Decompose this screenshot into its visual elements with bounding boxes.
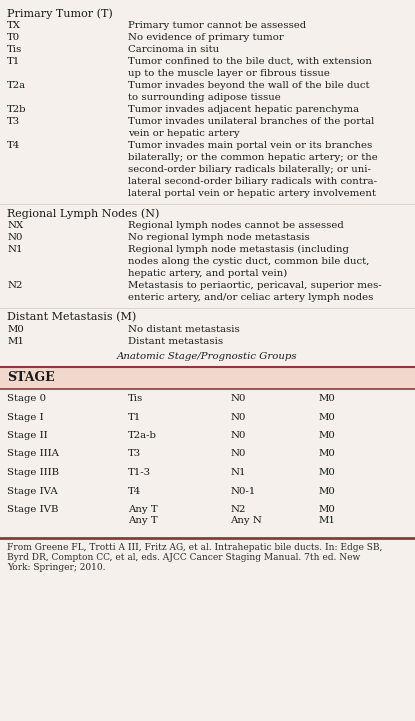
Text: second-order biliary radicals bilaterally; or uni-: second-order biliary radicals bilaterall… [128,165,371,174]
Text: Stage IIIA: Stage IIIA [7,449,59,459]
Text: lateral portal vein or hepatic artery involvement: lateral portal vein or hepatic artery in… [128,189,376,198]
Text: Distant Metastasis (M): Distant Metastasis (M) [7,312,136,322]
Text: hepatic artery, and portal vein): hepatic artery, and portal vein) [128,269,287,278]
Text: No evidence of primary tumor: No evidence of primary tumor [128,33,284,42]
Text: No distant metastasis: No distant metastasis [128,325,240,334]
Text: up to the muscle layer or fibrous tissue: up to the muscle layer or fibrous tissue [128,69,330,78]
Text: N1: N1 [230,468,246,477]
Text: N0: N0 [230,449,245,459]
Text: T3: T3 [128,449,141,459]
Text: N0: N0 [7,233,22,242]
Text: Primary tumor cannot be assessed: Primary tumor cannot be assessed [128,21,306,30]
Text: Regional lymph nodes cannot be assessed: Regional lymph nodes cannot be assessed [128,221,344,230]
Text: T1-3: T1-3 [128,468,151,477]
Text: Stage IVA: Stage IVA [7,487,58,495]
Text: to surrounding adipose tissue: to surrounding adipose tissue [128,93,281,102]
Text: T4: T4 [128,487,141,495]
Text: Anatomic Stage/Prognostic Groups: Anatomic Stage/Prognostic Groups [117,352,298,361]
Text: T1: T1 [128,412,141,422]
Text: N0: N0 [230,431,245,440]
Text: T0: T0 [7,33,20,42]
Text: M0: M0 [318,431,335,440]
Text: bilaterally; or the common hepatic artery; or the: bilaterally; or the common hepatic arter… [128,153,378,162]
Text: Tis: Tis [128,394,143,403]
Text: T4: T4 [7,141,20,150]
Text: Tumor invades main portal vein or its branches: Tumor invades main portal vein or its br… [128,141,372,150]
Text: M1: M1 [318,516,335,525]
Text: TX: TX [7,21,21,30]
Text: N0-1: N0-1 [230,487,255,495]
Text: N1: N1 [7,245,22,254]
Text: nodes along the cystic duct, common bile duct,: nodes along the cystic duct, common bile… [128,257,369,266]
Text: T2a: T2a [7,81,26,90]
Text: Tis: Tis [7,45,22,54]
Text: No regional lymph node metastasis: No regional lymph node metastasis [128,233,310,242]
Text: Distant metastasis: Distant metastasis [128,337,223,346]
Text: Tumor invades adjacent hepatic parenchyma: Tumor invades adjacent hepatic parenchym… [128,105,359,114]
Text: Tumor invades beyond the wall of the bile duct: Tumor invades beyond the wall of the bil… [128,81,369,90]
Text: Primary Tumor (T): Primary Tumor (T) [7,8,113,19]
Text: M1: M1 [7,337,24,346]
Text: M0: M0 [318,487,335,495]
Text: M0: M0 [318,394,335,403]
Text: NX: NX [7,221,23,230]
Text: Byrd DR, Compton CC, et al, eds. AJCC Cancer Staging Manual. 7th ed. New: Byrd DR, Compton CC, et al, eds. AJCC Ca… [7,553,360,562]
Text: N0: N0 [230,394,245,403]
Text: Metastasis to periaortic, pericaval, superior mes-: Metastasis to periaortic, pericaval, sup… [128,281,382,290]
Text: Regional Lymph Nodes (N): Regional Lymph Nodes (N) [7,208,159,218]
Text: M0: M0 [318,449,335,459]
Text: M0: M0 [318,468,335,477]
Text: Stage IIIB: Stage IIIB [7,468,59,477]
Text: N2: N2 [7,281,22,290]
Text: Any T: Any T [128,516,158,525]
Text: T1: T1 [7,57,20,66]
Text: T2a-b: T2a-b [128,431,157,440]
Text: Stage IVB: Stage IVB [7,505,59,514]
Text: Any N: Any N [230,516,262,525]
Text: M0: M0 [7,325,24,334]
Bar [0,367,415,389]
Text: T2b: T2b [7,105,27,114]
Text: Regional lymph node metastasis (including: Regional lymph node metastasis (includin… [128,245,349,254]
Text: STAGE: STAGE [7,371,55,384]
Text: N2: N2 [230,505,245,514]
Text: N0: N0 [230,412,245,422]
Text: Stage 0: Stage 0 [7,394,46,403]
Text: Carcinoma in situ: Carcinoma in situ [128,45,219,54]
Text: York: Springer; 2010.: York: Springer; 2010. [7,562,105,572]
Text: T3: T3 [7,117,20,126]
Text: vein or hepatic artery: vein or hepatic artery [128,129,239,138]
Text: enteric artery, and/or celiac artery lymph nodes: enteric artery, and/or celiac artery lym… [128,293,374,302]
Text: Tumor confined to the bile duct, with extension: Tumor confined to the bile duct, with ex… [128,57,372,66]
Text: Tumor invades unilateral branches of the portal: Tumor invades unilateral branches of the… [128,117,374,126]
Text: Stage II: Stage II [7,431,48,440]
Text: Stage I: Stage I [7,412,44,422]
Text: From Greene FL, Trotti A III, Fritz AG, et al. Intrahepatic bile ducts. In: Edge: From Greene FL, Trotti A III, Fritz AG, … [7,544,382,552]
Text: lateral second-order biliary radicals with contra-: lateral second-order biliary radicals wi… [128,177,377,186]
Text: M0: M0 [318,412,335,422]
Text: Any T: Any T [128,505,158,514]
Text: M0: M0 [318,505,335,514]
